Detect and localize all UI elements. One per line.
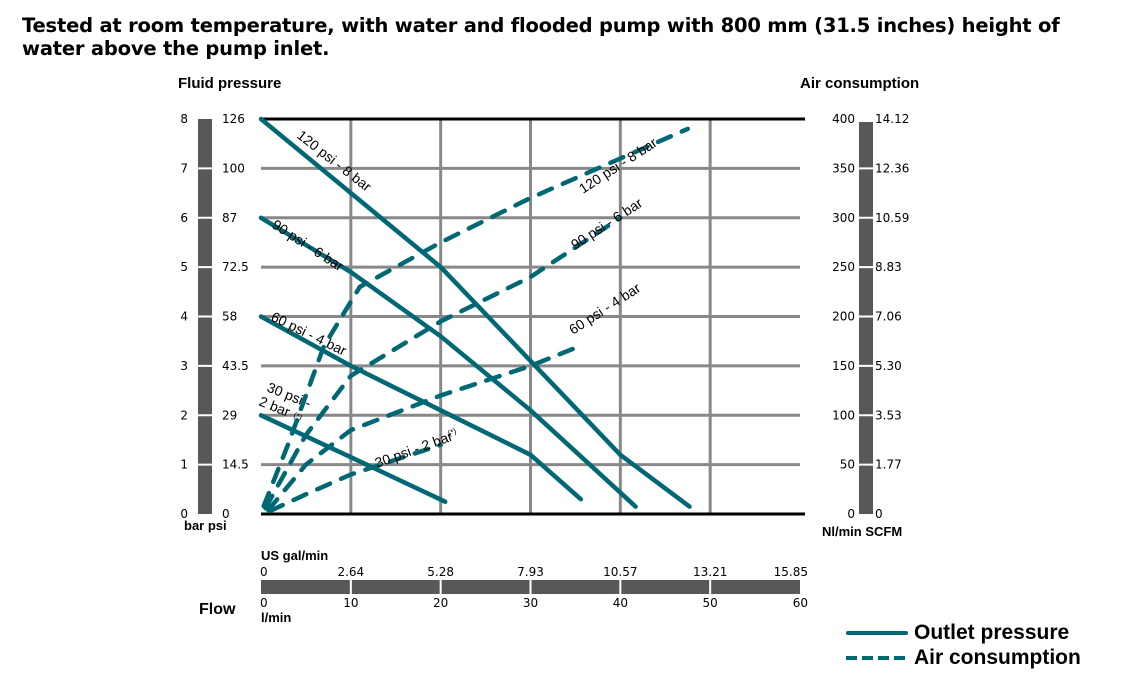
chart-title: Tested at room temperature, with water a… [22,14,1060,60]
lmin-units-label: l/min [261,610,291,625]
left-units-label: bar psi [184,518,227,533]
outlet-pressure-line-90-psi [258,215,638,509]
right-scale-bar [859,122,873,514]
left-tick-psi: 43.5 [222,359,249,373]
right-tick-scfm: 1.77 [875,458,902,472]
legend-item-outlet: Outlet pressure [846,620,1081,645]
right-tick-nlmin: 200 [832,310,855,324]
right-scale: 0 0 50 1.77 100 3.53 150 5.30 200 7.06 250 8.83 300 1… [832,112,909,521]
air-30-note: (*) [447,426,458,437]
x-tick-gpm: 15.85 [774,565,808,579]
left-tick-psi: 87 [222,211,237,225]
left-axis-title: Fluid pressure [178,75,282,92]
right-tick-nlmin: 100 [832,408,855,422]
dashed-line-swatch-icon [846,655,908,660]
x-tick-lmin: 20 [433,596,448,610]
outlet-120-label: 120 psi - 8 bar [294,127,375,195]
left-tick-psi: 72.5 [222,260,249,274]
air-120-label: 120 psi - 8 bar [576,134,660,196]
left-tick-psi: 58 [222,310,237,324]
outlet-pressure-line-30-psi [258,413,448,504]
left-tick-bar: 7 [180,161,188,175]
x-tick-gpm: 7.93 [517,565,544,579]
air-90-label: 90 psi - 6 bar [568,194,646,252]
flow-label: Flow [199,601,236,618]
legend-item-air: Air consumption [846,645,1081,670]
outlet-30-note: (*) [292,411,304,423]
x-tick-lmin: 10 [343,596,358,610]
right-tick-scfm: 5.30 [875,359,902,373]
outlet-pressure-line-60-psi [258,314,584,502]
left-tick-bar: 4 [180,310,188,324]
air-consumption-line-30-psi [267,442,443,514]
right-tick-nlmin: 250 [832,260,855,274]
left-tick-bar: 5 [180,260,188,274]
right-tick-scfm: 12.36 [875,161,909,175]
legend-label-air: Air consumption [914,645,1081,669]
left-tick-psi: 14.5 [222,458,249,472]
air-60-label: 60 psi - 4 bar [566,279,644,337]
x-tick-gpm: 5.28 [427,565,454,579]
air-consumption-line-60-psi [265,343,583,513]
x-tick-lmin: 30 [523,596,538,610]
right-axis-title: Air consumption [800,75,920,92]
legend: Outlet pressure Air consumption [846,620,1081,670]
gpm-units-label: US gal/min [261,548,328,563]
right-tick-nlmin: 350 [832,161,855,175]
right-tick-scfm: 7.06 [875,310,902,324]
right-tick-scfm: 0 [875,507,883,521]
x-tick-gpm: 13.21 [693,565,727,579]
right-tick-scfm: 8.83 [875,260,902,274]
left-tick-psi: 126 [222,112,245,126]
right-tick-nlmin: 300 [832,211,855,225]
right-units-label: Nl/min SCFM [822,524,902,539]
left-tick-psi: 0 [222,507,230,521]
right-tick-nlmin: 50 [840,458,855,472]
left-tick-bar: 8 [180,112,188,126]
solid-line-swatch-icon [846,630,908,635]
x-tick-gpm: 10.57 [603,565,637,579]
x-tick-lmin: 40 [613,596,628,610]
air-consumption-line-90-psi [263,215,623,511]
left-tick-psi: 29 [222,408,237,422]
right-tick-nlmin: 150 [832,359,855,373]
x-tick-lmin: 60 [793,596,808,610]
right-tick-scfm: 10.59 [875,211,909,225]
outlet-pressure-line-120-psi [258,116,692,509]
right-tick-scfm: 14.12 [875,112,909,126]
left-tick-bar: 6 [180,211,188,225]
left-tick-bar: 3 [180,359,188,373]
x-tick-gpm: 0 [260,565,268,579]
x-tick-lmin: 50 [703,596,718,610]
x-tick-gpm: 2.64 [337,565,364,579]
left-tick-bar: 2 [180,408,188,422]
right-tick-scfm: 3.53 [875,408,902,422]
air-consumption-line-120-psi [261,126,690,509]
left-tick-bar: 1 [180,458,188,472]
series-lines [258,116,692,514]
right-tick-nlmin: 400 [832,112,855,126]
bottom-scale: 0 0 2.64 10 5.28 20 7.93 30 10.57 40 13.21 50 15.85 6… [260,565,808,610]
left-tick-psi: 100 [222,161,245,175]
left-scale: 0 0 1 14.5 2 29 3 43.5 4 58 5 72.5 6 87 7 100 8 126 [180,112,248,521]
legend-label-outlet: Outlet pressure [914,620,1070,644]
right-tick-nlmin: 0 [847,507,855,521]
x-tick-lmin: 0 [260,596,268,610]
outlet-90-label: 90 psi - 6 bar [269,216,347,274]
left-tick-bar: 0 [180,507,188,521]
